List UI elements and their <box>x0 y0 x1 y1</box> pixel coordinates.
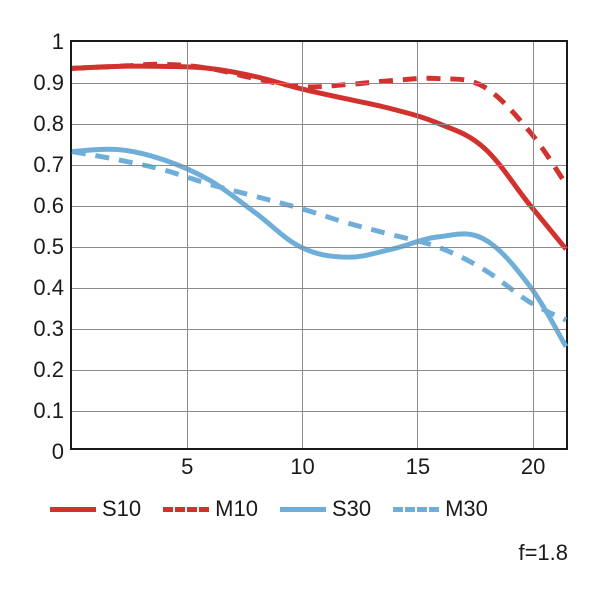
y-tick-label: 0.2 <box>33 357 72 383</box>
legend-item-S30: S30 <box>280 496 371 522</box>
legend-label: M30 <box>445 496 488 522</box>
gridline-horizontal <box>72 411 566 412</box>
y-tick-label: 0.6 <box>33 193 72 219</box>
gridline-horizontal <box>72 370 566 371</box>
legend-item-S10: S10 <box>50 496 141 522</box>
y-tick-label: 0.5 <box>33 234 72 260</box>
gridline-vertical <box>187 42 188 448</box>
legend-label: S10 <box>102 496 141 522</box>
x-tick-label: 20 <box>521 448 545 480</box>
x-tick-label: 15 <box>406 448 430 480</box>
series-line-M30 <box>72 152 566 320</box>
gridline-horizontal <box>72 288 566 289</box>
legend-swatch <box>280 507 326 512</box>
series-line-S10 <box>72 66 566 249</box>
caption-text: f=1.8 <box>518 540 568 565</box>
gridline-horizontal <box>72 329 566 330</box>
line-layer <box>72 42 566 448</box>
caption: f=1.8 <box>518 540 568 566</box>
plot-area: 00.10.20.30.40.50.60.70.80.915101520 <box>70 40 568 450</box>
gridline-vertical <box>302 42 303 448</box>
series-line-S30 <box>72 149 566 346</box>
x-tick-label: 5 <box>181 448 193 480</box>
legend-label: M10 <box>215 496 258 522</box>
gridline-vertical <box>417 42 418 448</box>
chart-container: 00.10.20.30.40.50.60.70.80.915101520 S10… <box>0 0 600 600</box>
legend-item-M30: M30 <box>393 496 488 522</box>
gridline-horizontal <box>72 83 566 84</box>
y-tick-label: 0.9 <box>33 70 72 96</box>
y-tick-label: 0 <box>52 439 72 465</box>
y-tick-label: 0.7 <box>33 152 72 178</box>
y-tick-label: 0.1 <box>33 398 72 424</box>
legend-swatch <box>393 507 439 512</box>
x-tick-label: 10 <box>290 448 314 480</box>
y-tick-label: 1 <box>52 29 72 55</box>
legend-item-M10: M10 <box>163 496 258 522</box>
legend-swatch <box>163 507 209 512</box>
legend: S10 M10 S30 M30 <box>50 496 488 522</box>
legend-swatch <box>50 507 96 512</box>
gridline-horizontal <box>72 206 566 207</box>
legend-label: S30 <box>332 496 371 522</box>
gridline-horizontal <box>72 247 566 248</box>
gridline-horizontal <box>72 124 566 125</box>
gridline-vertical <box>533 42 534 448</box>
y-tick-label: 0.8 <box>33 111 72 137</box>
y-tick-label: 0.4 <box>33 275 72 301</box>
gridline-horizontal <box>72 165 566 166</box>
y-tick-label: 0.3 <box>33 316 72 342</box>
